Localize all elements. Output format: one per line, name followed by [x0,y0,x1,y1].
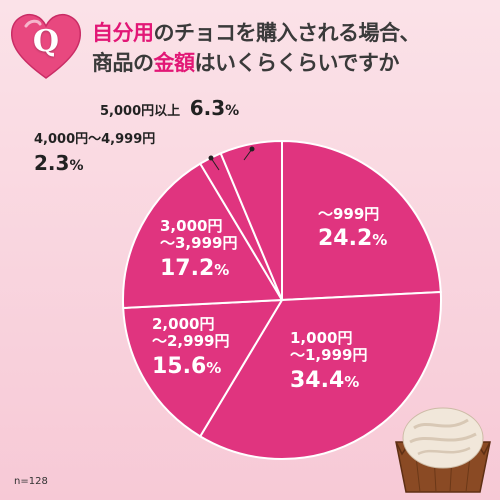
leader-dot-5000 [249,146,255,152]
slice-value: 15.6% [152,353,222,379]
heart-badge [10,14,82,79]
slice-value: 2.3% [34,151,84,175]
slice-range: ～999円 [318,205,380,223]
pie-slice-0-999 [281,139,442,302]
heart-icon [10,14,82,79]
slice-range: 2,000円 [152,315,215,333]
slice-label-0-999: ～999円 24.2% [318,205,388,252]
slice-range: 1,000円 [290,329,353,347]
slice-value: 24.2% [318,226,388,252]
slice-value: 17.2% [160,255,230,281]
title-highlight-1: 自分用 [92,21,154,45]
pie-slice-3000-3999 [122,162,284,310]
question-badge-label: Q [32,24,60,59]
slice-label-1000-1999: 1,000円 ～1,999円 34.4% [290,329,368,393]
pie-slice-2000-2999 [122,298,284,438]
pie-slice-1000-1999 [198,290,442,460]
slice-value: 6.3% [189,96,240,120]
pie-slice-5000-plus [219,139,283,301]
slice-range: 4,000円～4,999円 [34,132,156,147]
chocolate-truffle-illustration [395,407,491,493]
slice-label-3000-3999: 3,000円 ～3,999円 17.2% [160,217,238,281]
title-text-2: 商品の [92,51,154,75]
sample-size-note: n=128 [14,476,48,487]
page-title: 自分用のチョコを購入される場合、 商品の金額はいくらくらいですか [92,18,497,78]
title-highlight-2: 金額 [153,51,196,75]
title-text-3: はいくらくらいですか [194,51,400,75]
slice-label-2000-2999: 2,000円 ～2,999円 15.6% [152,315,230,379]
leader-dot-4000 [208,155,214,161]
slice-label-5000-plus: 5,000円以上 6.3% [100,96,239,120]
slice-range-2: ～2,999円 [152,332,230,351]
slice-range-2: ～1,999円 [290,346,368,365]
slice-range-2: ～3,999円 [160,234,238,253]
slice-range: 3,000円 [160,217,223,235]
slice-range: 5,000円以上 [100,104,181,119]
slice-label-4000-4999: 4,000円～4,999円 2.3% [34,128,155,175]
slice-value: 34.4% [290,367,360,393]
title-text-1: のチョコを購入される場合、 [153,21,421,45]
